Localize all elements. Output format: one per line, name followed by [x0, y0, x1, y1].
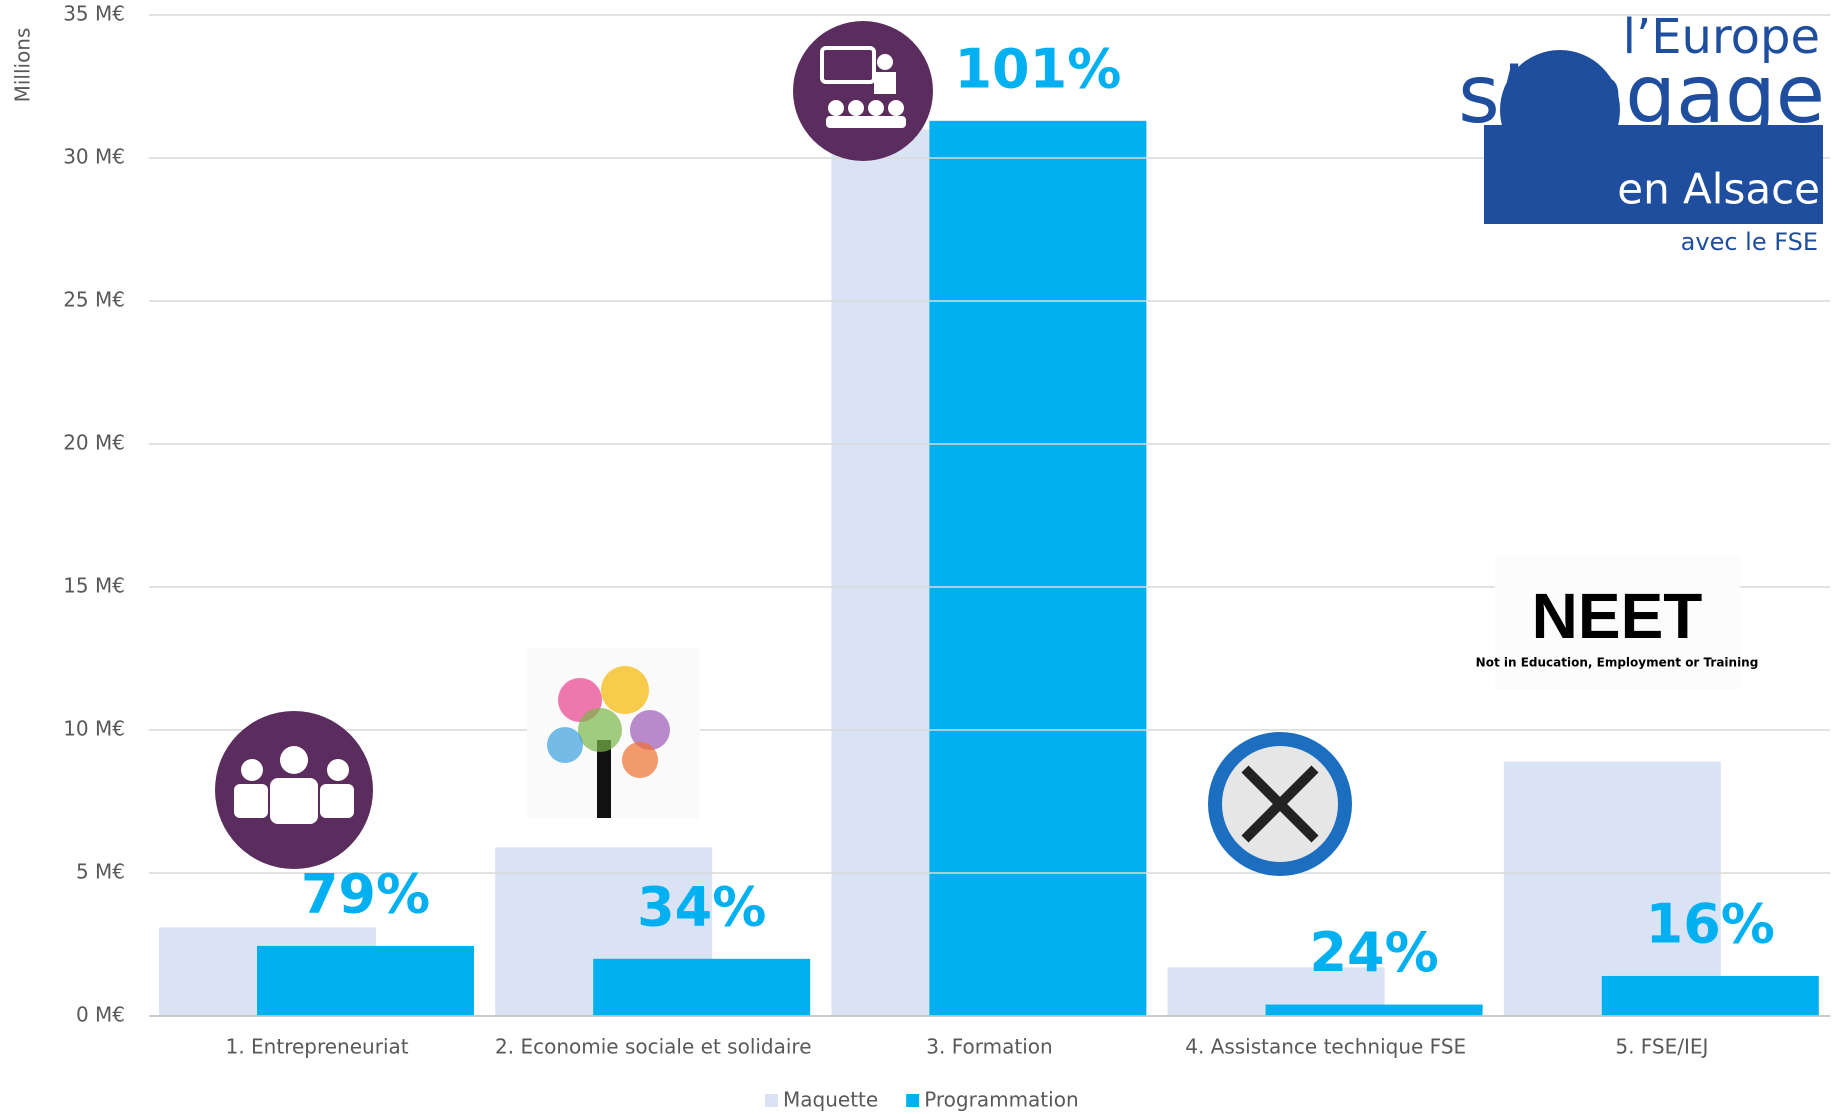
- y-tick-label: 0 M€: [76, 1003, 125, 1027]
- rate-label: 79%: [301, 863, 430, 926]
- y-tick-label: 15 M€: [63, 574, 125, 598]
- legend-swatch: [906, 1094, 920, 1107]
- x-tick-label: 3. Formation: [926, 1035, 1052, 1059]
- y-tick-label: 20 M€: [63, 431, 125, 455]
- y-tick-label: 25 M€: [63, 288, 125, 312]
- legend-label: Maquette: [783, 1088, 878, 1112]
- logo-line1: l’Europe: [1623, 9, 1820, 65]
- x-tick-label: 1. Entrepreneuriat: [226, 1035, 409, 1059]
- bar: [929, 120, 1147, 1016]
- y-tick-label: 30 M€: [63, 145, 125, 169]
- icon-tree: [527, 648, 700, 818]
- bar: [257, 945, 474, 1016]
- y-tick-label: 10 M€: [63, 717, 125, 741]
- bar: [1503, 761, 1721, 1016]
- rate-label: 101%: [954, 37, 1121, 100]
- logo-line2: s’engage: [1458, 48, 1825, 141]
- icon-entrepreneur: [215, 711, 373, 869]
- y-tick-label: 35 M€: [63, 2, 125, 26]
- neet-image: NEET Not in Education, Employment or Tra…: [1476, 555, 1759, 690]
- x-tick-label: 4. Assistance technique FSE: [1185, 1035, 1466, 1059]
- rate-label: 16%: [1646, 893, 1775, 956]
- y-axis-label: Millions: [11, 28, 35, 103]
- logo-line4: avec le FSE: [1681, 228, 1818, 256]
- rate-label: 24%: [1309, 921, 1438, 984]
- logo-line3: en Alsace: [1617, 165, 1820, 214]
- bar: [1265, 1004, 1483, 1016]
- bar: [593, 958, 811, 1016]
- icon-formation: [793, 21, 933, 161]
- legend-swatch: [765, 1094, 778, 1107]
- bar: [1601, 975, 1819, 1016]
- neet-title: NEET: [1532, 580, 1703, 652]
- legend-label: Programmation: [924, 1088, 1078, 1112]
- neet-subtitle: Not in Education, Employment or Training: [1476, 656, 1759, 670]
- icon-tools: [1208, 732, 1352, 876]
- x-tick-label: 5. FSE/IEJ: [1615, 1035, 1708, 1059]
- logo: l’Europe s’engage en Alsace avec le FSE: [1458, 9, 1825, 256]
- y-tick-label: 5 M€: [76, 860, 125, 884]
- x-tick-label: 2. Economie sociale et solidaire: [495, 1035, 811, 1059]
- rate-label: 34%: [637, 875, 766, 938]
